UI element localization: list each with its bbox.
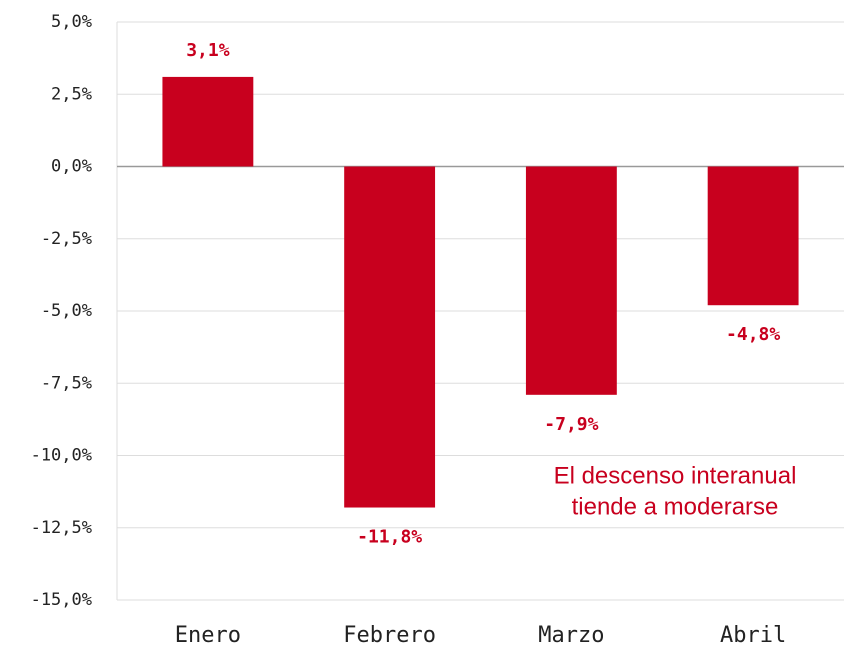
x-tick-label: Febrero xyxy=(343,623,436,648)
x-tick-label: Abril xyxy=(720,623,786,648)
bar xyxy=(707,166,799,306)
value-label: 3,1% xyxy=(186,40,230,61)
y-tick-label: 5,0% xyxy=(51,12,92,32)
y-tick-label: 2,5% xyxy=(51,84,92,104)
bar xyxy=(344,166,436,508)
annotation: El descenso interanual xyxy=(554,462,797,489)
annotation: tiende a moderarse xyxy=(572,493,779,520)
y-tick-label: -15,0% xyxy=(31,590,92,610)
x-tick-label: Enero xyxy=(175,623,241,648)
value-label: -11,8% xyxy=(357,527,422,548)
bar xyxy=(162,76,254,167)
y-tick-label: -5,0% xyxy=(41,301,92,321)
y-tick-label: -7,5% xyxy=(41,373,92,393)
y-tick-label: -12,5% xyxy=(31,518,92,538)
y-tick-label: -10,0% xyxy=(31,446,92,466)
value-label: -4,8% xyxy=(726,324,780,345)
y-tick-label: 0,0% xyxy=(51,157,92,177)
bar xyxy=(525,166,617,395)
y-tick-label: -2,5% xyxy=(41,229,92,249)
value-label: -7,9% xyxy=(544,414,598,435)
x-tick-label: Marzo xyxy=(538,623,604,648)
